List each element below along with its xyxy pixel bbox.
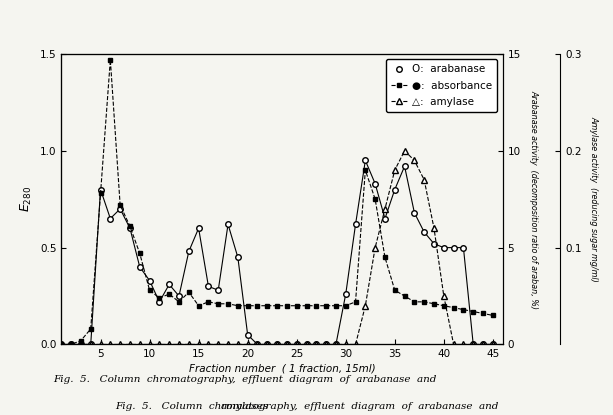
Y-axis label: $E_{280}$: $E_{280}$	[19, 186, 34, 212]
Legend: O:  arabanase, ●:  absorbance, △:  amylase: O: arabanase, ●: absorbance, △: amylase	[386, 59, 498, 112]
Y-axis label: Amylase activity  (reducing sugar mg/ml): Amylase activity (reducing sugar mg/ml)	[590, 116, 599, 282]
X-axis label: Fraction number  ( 1 fraction, 15ml): Fraction number ( 1 fraction, 15ml)	[189, 364, 375, 374]
Text: Fig.  5.   Column  chromatography,  effluent  diagram  of  arabanase  and: Fig. 5. Column chromatography, effluent …	[115, 402, 498, 411]
Y-axis label: Arabanase activity  (decomposition ratio of araban, %): Arabanase activity (decomposition ratio …	[529, 90, 538, 309]
Text: amylases: amylases	[221, 402, 269, 411]
Text: Fig.  5.   Column  chromatography,  effluent  diagram  of  arabanase  and: Fig. 5. Column chromatography, effluent …	[53, 375, 437, 384]
